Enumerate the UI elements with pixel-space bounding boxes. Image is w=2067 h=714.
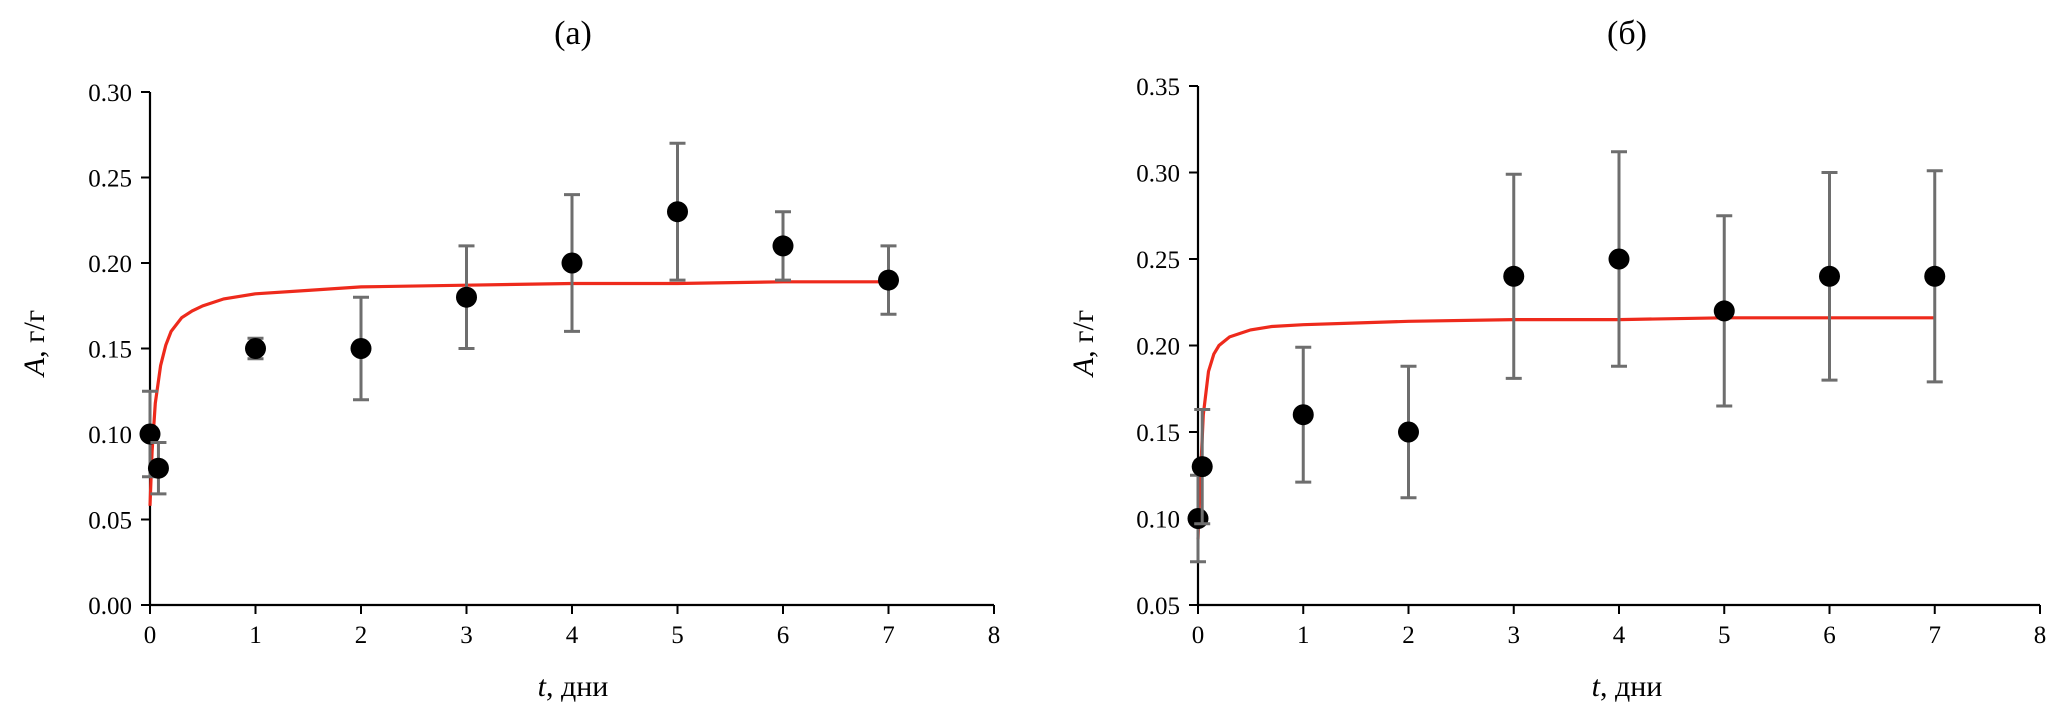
panel-b-x-axis-var: t bbox=[1592, 670, 1601, 703]
panel-a-marker bbox=[456, 286, 477, 308]
panel-a-marker bbox=[147, 457, 169, 479]
panel-b-y-tick-label: 0.10 bbox=[1136, 507, 1180, 534]
panel-b-marker bbox=[1503, 265, 1525, 287]
panel-b-marker bbox=[1924, 265, 1946, 287]
panel-a-y-tick-label: 0.05 bbox=[88, 508, 132, 535]
panel-a-marker bbox=[772, 235, 794, 257]
panel-a-data-point bbox=[245, 336, 266, 361]
panel-a-x-tick-label: 2 bbox=[355, 622, 368, 649]
panel-b-marker bbox=[1713, 300, 1735, 322]
panel-a-x-axis-var: t bbox=[538, 670, 547, 703]
panel-a-y-axis-unit: , г/г bbox=[18, 310, 51, 358]
panel-b-data-point bbox=[1713, 214, 1735, 408]
panel-b-marker bbox=[1292, 404, 1314, 426]
panel-a-x-tick-label: 6 bbox=[777, 622, 790, 649]
panel-b-x-axis-title: t, дни bbox=[1592, 670, 1663, 703]
panel-b-title: (б) bbox=[1607, 15, 1647, 52]
panel-b-y-axis-unit: , г/г bbox=[1067, 310, 1100, 358]
panel-a-title: (а) bbox=[554, 15, 592, 52]
panel-b-data-point bbox=[1819, 171, 1840, 382]
panel-a-marker bbox=[350, 338, 372, 359]
panel-a-y-axis-title: A, г/г bbox=[18, 310, 51, 378]
panel-b-x-tick-label: 3 bbox=[1508, 622, 1521, 649]
panel-b-x-tick-label: 6 bbox=[1823, 622, 1836, 649]
panel-a: (а) 0 1 2 3 4 5 6 7 8 0.00 0.05 0.10 0.15 0.20 0.25 0.3… bbox=[18, 15, 1000, 703]
panel-a-y-tick-label: 0.00 bbox=[88, 593, 132, 620]
panel-b-y-axis-title: A, г/г bbox=[1067, 310, 1100, 378]
panel-a-x-tick-label: 8 bbox=[988, 622, 1001, 649]
panel-b-axes: 0 1 2 3 4 5 6 7 8 0.05 0.10 0.15 0.20 0.25 0.30 0.35 bbox=[1136, 74, 2046, 649]
panel-a-data-point bbox=[147, 441, 169, 496]
panel-b-y-tick-label: 0.35 bbox=[1136, 74, 1180, 101]
panel-a-x-tick-label: 1 bbox=[249, 622, 262, 649]
panel-a-fit-curve bbox=[148, 280, 889, 506]
panel-b-data-points bbox=[1187, 150, 1946, 564]
panel-a-fit-line bbox=[148, 280, 889, 506]
panel-a-y-tick-label: 0.30 bbox=[88, 80, 132, 107]
panel-a-y-tick-label: 0.25 bbox=[88, 166, 132, 193]
panel-a-marker bbox=[667, 201, 688, 223]
panel-a-data-point bbox=[878, 244, 899, 316]
panel-b-data-point bbox=[1398, 364, 1419, 500]
panel-a-y-tick-label: 0.10 bbox=[88, 422, 132, 449]
panel-b-data-point bbox=[1503, 172, 1525, 380]
panel-a-data-points bbox=[139, 141, 899, 496]
panel-a-data-point bbox=[456, 244, 477, 350]
panel-b-marker bbox=[1608, 248, 1630, 270]
panel-a-x-tick-label: 7 bbox=[882, 622, 895, 649]
panel-b-marker bbox=[1398, 421, 1419, 443]
panel-b-data-point bbox=[1187, 473, 1209, 564]
panel-b-x-axis-unit: , дни bbox=[1600, 670, 1662, 703]
panel-a-x-tick-label: 5 bbox=[671, 622, 684, 649]
panel-b-x-tick-label: 1 bbox=[1297, 622, 1310, 649]
panel-a-data-point bbox=[667, 141, 688, 282]
panel-b-marker bbox=[1187, 508, 1209, 529]
panel-b-y-tick-label: 0.25 bbox=[1136, 247, 1180, 274]
panel-a-data-point bbox=[772, 210, 794, 282]
panel-a-data-point bbox=[350, 295, 372, 402]
panel-b-y-tick-label: 0.30 bbox=[1136, 161, 1180, 188]
panel-b-x-tick-label: 2 bbox=[1402, 622, 1415, 649]
panel-b-x-tick-label: 5 bbox=[1718, 622, 1731, 649]
panel-b: (б) 0 1 2 3 4 5 6 7 8 0.05 0.10 0.15 0.20 0.25 0.30 0.3… bbox=[1067, 15, 2046, 703]
panel-a-y-tick-label: 0.15 bbox=[88, 337, 132, 364]
panel-b-y-axis-var: A bbox=[1067, 357, 1100, 378]
panel-a-x-tick-label: 4 bbox=[566, 622, 579, 649]
panel-b-x-tick-label: 4 bbox=[1613, 622, 1626, 649]
panel-b-x-tick-label: 0 bbox=[1192, 622, 1205, 649]
panel-a-x-axis-unit: , дни bbox=[546, 670, 608, 703]
panel-b-marker bbox=[1191, 456, 1213, 478]
panel-a-marker bbox=[878, 269, 899, 291]
panel-a-y-axis-var: A bbox=[18, 357, 51, 378]
panel-a-data-point bbox=[561, 193, 583, 333]
panel-a-marker bbox=[561, 252, 583, 274]
panel-b-fit-line bbox=[1196, 316, 1935, 540]
panel-a-x-tick-label: 3 bbox=[460, 622, 473, 649]
panel-b-data-point bbox=[1608, 150, 1630, 368]
panel-a-x-tick-label: 0 bbox=[144, 622, 157, 649]
panel-a-y-tick-label: 0.20 bbox=[88, 251, 132, 278]
panel-b-marker bbox=[1819, 265, 1840, 287]
panel-b-fit-curve bbox=[1196, 316, 1935, 540]
panel-b-y-tick-label: 0.05 bbox=[1136, 593, 1180, 620]
panel-b-data-point bbox=[1191, 408, 1213, 526]
panel-a-marker bbox=[245, 338, 266, 359]
panel-a-x-axis-title: t, дни bbox=[538, 670, 609, 703]
panel-b-y-tick-label: 0.15 bbox=[1136, 420, 1180, 447]
panel-b-y-tick-label: 0.20 bbox=[1136, 334, 1180, 361]
panel-b-x-tick-label: 7 bbox=[1929, 622, 1942, 649]
panel-a-axes: 0 1 2 3 4 5 6 7 8 0.00 0.05 0.10 0.15 0.20 0.25 0.30 bbox=[88, 80, 1000, 649]
panel-b-x-tick-label: 8 bbox=[2034, 622, 2047, 649]
panel-b-data-point bbox=[1924, 169, 1946, 384]
panel-b-data-point bbox=[1292, 345, 1314, 484]
panel-a-marker bbox=[139, 423, 161, 445]
